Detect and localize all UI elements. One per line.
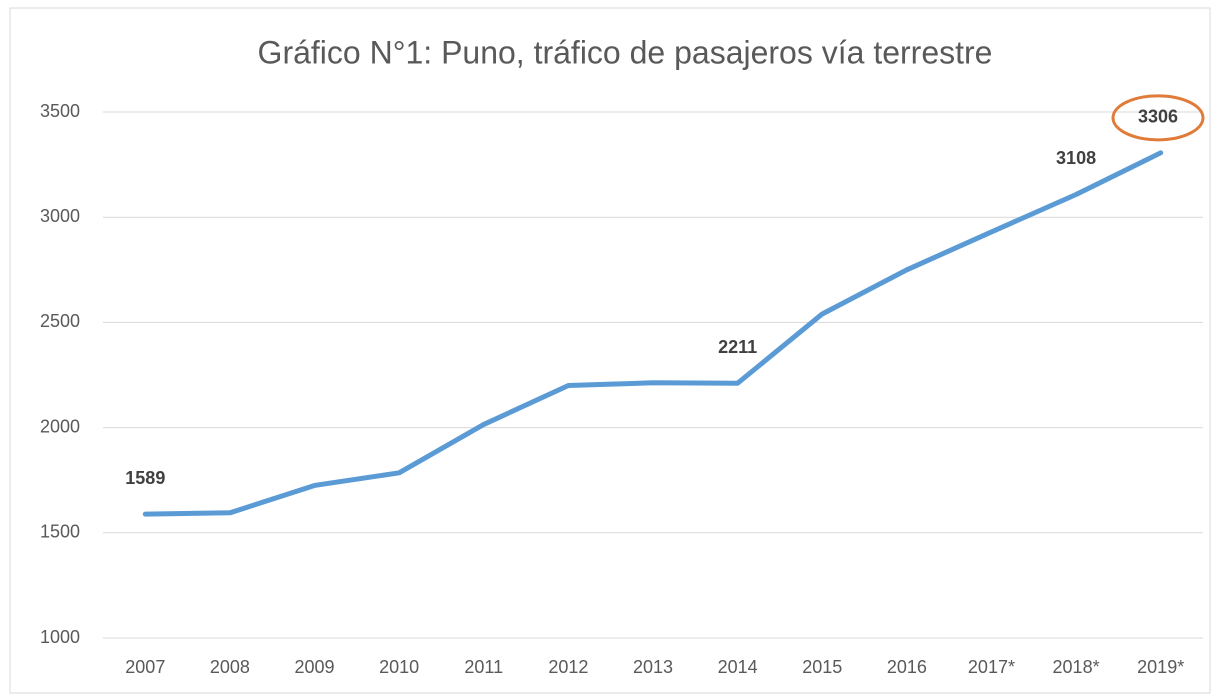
data-label: 3306 xyxy=(1138,107,1178,127)
x-tick-label: 2013 xyxy=(633,657,673,677)
data-line xyxy=(142,150,1164,517)
y-tick-label: 3000 xyxy=(40,206,80,226)
x-tick-label: 2012 xyxy=(548,657,588,677)
data-label: 3108 xyxy=(1056,148,1096,168)
y-tick-label: 2000 xyxy=(40,416,80,436)
x-tick-label: 2011 xyxy=(464,657,503,677)
x-tick-label: 2007 xyxy=(125,657,165,677)
x-tick-label: 2019* xyxy=(1137,657,1184,677)
chart-title: Gráfico N°1: Puno, tráfico de pasajeros … xyxy=(258,34,993,70)
data-label: 1589 xyxy=(125,468,165,488)
x-tick-label: 2017* xyxy=(968,657,1015,677)
x-tick-label: 2010 xyxy=(379,657,419,677)
x-tick-label: 2016 xyxy=(887,657,927,677)
x-tick-label: 2009 xyxy=(295,657,335,677)
x-tick-label: 2015 xyxy=(802,657,842,677)
y-tick-label: 2500 xyxy=(40,311,80,331)
y-tick-label: 1500 xyxy=(40,522,80,542)
x-tick-label: 2014 xyxy=(718,657,758,677)
data-label: 2211 xyxy=(718,337,757,357)
x-tick-label: 2018* xyxy=(1053,657,1100,677)
chart-border xyxy=(9,7,1211,694)
y-tick-label: 3500 xyxy=(40,101,80,121)
x-tick-label: 2008 xyxy=(210,657,250,677)
highlight-circle xyxy=(1111,94,1205,142)
y-tick-label: 1000 xyxy=(40,627,80,647)
